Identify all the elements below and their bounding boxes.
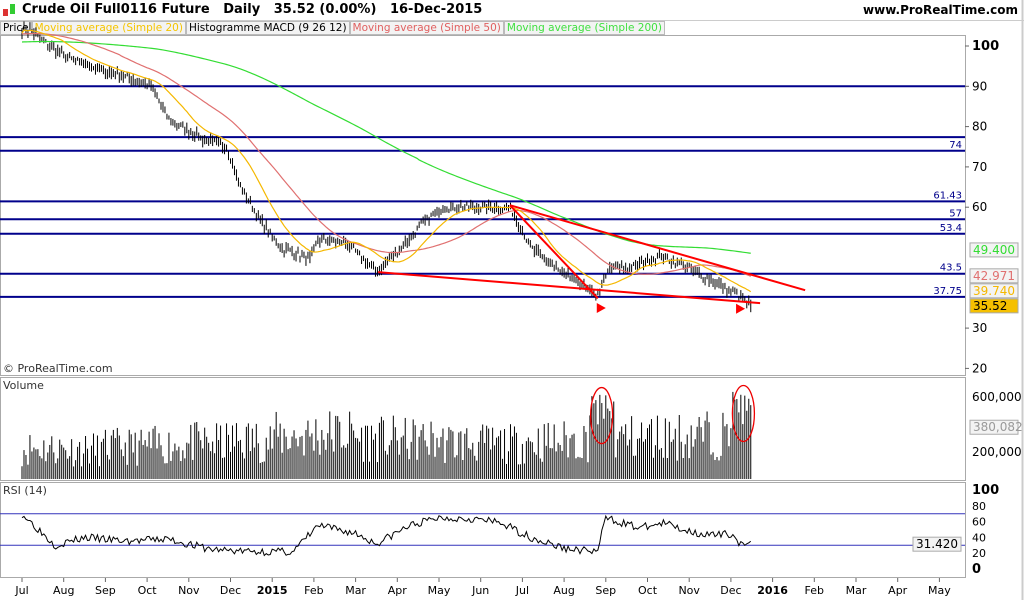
time-tick-label: Oct [138,584,158,597]
window-border [1021,0,1024,600]
price-panel [0,35,966,376]
chart-header: Crude Oil Full0116 Future Daily 35.52 (0… [0,0,1024,21]
time-tick-label: Aug [53,584,74,597]
time-tick-label: May [928,584,951,597]
indicator-legend: Price Moving average (Simple 20) Histogram… [0,21,665,35]
time-tick-label: Nov [678,584,700,597]
legend-item[interactable]: Price [0,21,32,35]
ma50-value-label: 42.971 [973,269,1015,283]
arrow-marker [596,302,606,313]
copyright-text: © ProRealTime.com [3,362,113,375]
time-tick-label: Jul [515,584,529,597]
volume-value-label: 380,082 [973,420,1023,434]
time-tick-label: Feb [304,584,323,597]
time-tick-label: Dec [720,584,741,597]
ma20-line [21,29,752,293]
instrument-name: Crude Oil Full0116 Future [22,2,210,17]
rsi-tick-label: 60 [972,516,986,529]
rsi-tick-label: 20 [972,547,986,560]
ma200-value-box [969,242,1019,258]
price-tick-label: 30 [972,321,987,335]
rsi-panel [0,482,966,578]
trendline [509,204,806,292]
volume-value-box [969,419,1019,435]
time-tick-label: Sep [95,584,116,597]
time-tick-label: Aug [553,584,574,597]
legend-item[interactable]: Moving average (Simple 50) [349,21,504,35]
level-label: 37.75 [933,286,962,297]
period: Daily [223,2,261,17]
time-tick-label: Mar [846,584,867,597]
rsi-label: RSI (14) [3,484,47,497]
time-tick-label: Mar [345,584,366,597]
legend-item[interactable]: Moving average (Simple 200) [503,21,665,35]
trendline [509,204,599,299]
last-price: 35.52 (0.00%) [273,2,377,17]
price-tick-label: 100 [972,39,999,54]
rsi-tick-label: 40 [972,531,986,544]
time-tick-label: Nov [178,584,200,597]
time-tick-label: May [428,584,451,597]
level-label: 57 [949,208,962,219]
rsi-value-box [912,536,962,552]
level-label: 43.5 [940,263,962,274]
trendline [378,271,761,305]
chart-title: Crude Oil Full0116 Future Daily 35.52 (0… [22,2,482,17]
site-link[interactable]: www.ProRealTime.com [863,3,1018,17]
time-tick-label: Apr [388,584,408,597]
time-tick-label: Sep [595,584,616,597]
price-tick-label: 90 [972,79,987,93]
price-tick-label: 20 [972,361,987,375]
legend-item[interactable]: Moving average (Simple 20) [31,21,186,35]
level-label: 61.43 [933,190,962,201]
volume-panel [0,377,966,481]
level-label: 53.4 [940,223,962,234]
time-tick-label: Jul [14,584,28,597]
time-tick-label: 2016 [757,584,788,597]
price-tick-label: 80 [972,120,987,134]
volume-tick-label: 200,000 [972,445,1022,459]
highlight-ellipse [589,386,614,445]
rsi-value-label: 31.420 [916,537,958,551]
price-tick-label: 60 [972,200,987,214]
time-tick-label: Oct [638,584,658,597]
ma50-line [21,32,752,277]
volume-label: Volume [3,379,44,392]
rsi-tick-label: 80 [972,500,986,513]
ma20-value-label: 39.740 [973,284,1015,298]
candlestick-icon [3,4,15,16]
time-tick-label: Jun [471,584,489,597]
ma20-value-box [969,283,1019,299]
rsi-tick-label: 100 [972,483,999,498]
ma200-value-label: 49.400 [973,243,1015,257]
date: 16-Dec-2015 [389,2,483,17]
time-tick-label: 2015 [257,584,288,597]
time-tick-label: Dec [220,584,241,597]
arrow-marker [736,303,746,314]
price-value-box [969,298,1019,314]
highlight-ellipse [731,384,756,443]
volume-tick-label: 600,000 [972,390,1022,404]
ma200-line [21,40,751,254]
rsi-tick-label: 0 [972,562,981,577]
time-tick-label: Apr [888,584,908,597]
level-label: 74 [949,140,962,151]
price-tick-label: 70 [972,160,987,174]
price-value-label: 35.52 [973,299,1007,313]
legend-item[interactable]: Histogramme MACD (9 26 12) [185,21,350,35]
rsi-line [21,514,752,557]
ma50-value-box [969,268,1019,284]
time-tick-label: Feb [805,584,824,597]
